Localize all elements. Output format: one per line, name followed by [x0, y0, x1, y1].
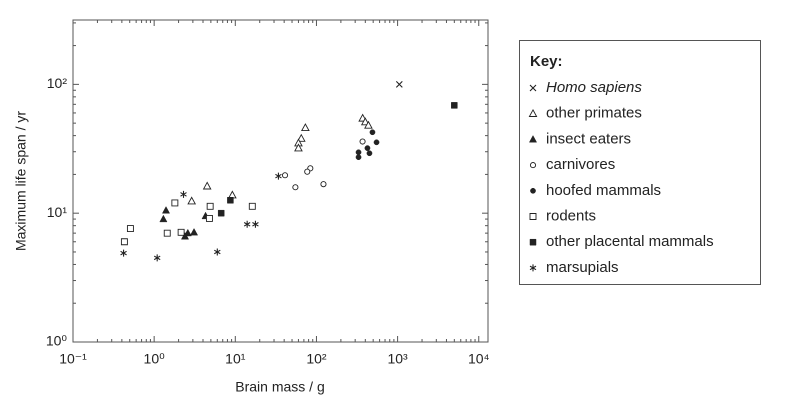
- x-tick-label: 10⁴: [468, 351, 490, 367]
- legend-label: marsupials: [546, 259, 619, 276]
- point: [292, 184, 299, 191]
- point: [275, 172, 282, 180]
- point: [163, 229, 171, 237]
- point: [355, 149, 362, 156]
- point: [296, 133, 306, 142]
- point: [159, 214, 168, 223]
- point: [301, 123, 310, 132]
- point: [364, 145, 371, 151]
- point: [205, 215, 213, 222]
- point: [161, 206, 171, 214]
- point: [180, 190, 187, 198]
- point: [126, 225, 134, 232]
- point: [214, 248, 221, 256]
- point: [243, 220, 251, 228]
- point: [355, 154, 362, 160]
- legend-label: other primates: [546, 105, 642, 122]
- point: [294, 143, 303, 152]
- point: [190, 228, 199, 236]
- y-tick-label: 10¹: [47, 204, 68, 220]
- point: [320, 181, 327, 188]
- legend-label: Homo sapiens: [546, 79, 642, 96]
- point: [252, 220, 259, 228]
- point: [451, 102, 458, 109]
- point: [120, 249, 127, 257]
- point: [187, 196, 197, 205]
- legend-label: other placental mammals: [546, 233, 714, 250]
- point: [120, 238, 128, 246]
- legend-marker: [528, 108, 538, 117]
- legend-marker: [529, 213, 537, 220]
- y-axis-label: Maximum life span / yr: [13, 111, 29, 251]
- point: [281, 172, 289, 179]
- point: [153, 254, 161, 262]
- point: [228, 190, 237, 199]
- point: [180, 232, 190, 240]
- point: [395, 80, 403, 88]
- x-tick-label: 10⁻¹: [59, 351, 87, 367]
- legend-label: hoofed mammals: [546, 182, 661, 199]
- legend-marker: [529, 238, 537, 246]
- point: [304, 168, 311, 175]
- point: [177, 228, 185, 236]
- y-tick-label: 10²: [47, 75, 68, 91]
- x-tick-label: 10³: [387, 351, 408, 367]
- point: [217, 209, 225, 217]
- point: [359, 138, 366, 145]
- point: [366, 150, 373, 157]
- y-tick-label: 10⁰: [46, 333, 68, 349]
- plot-frame: [72, 19, 489, 343]
- x-tick-label: 10¹: [225, 351, 246, 367]
- legend-box: [519, 40, 761, 285]
- legend-label: carnivores: [546, 156, 615, 173]
- legend-marker: [530, 188, 536, 194]
- legend-label: insect eaters: [546, 130, 631, 147]
- x-axis-label: Brain mass / g: [235, 379, 324, 395]
- point: [202, 181, 212, 190]
- point: [248, 202, 256, 210]
- legend-marker: [528, 135, 538, 143]
- legend-marker: [529, 162, 537, 169]
- point: [227, 197, 234, 204]
- point: [373, 139, 380, 146]
- x-tick-label: 10²: [306, 351, 327, 367]
- legend-marker: [529, 264, 537, 272]
- point: [171, 199, 179, 207]
- point: [364, 120, 373, 129]
- legend-marker: [529, 84, 537, 92]
- legend-label: rodents: [546, 207, 596, 224]
- point: [206, 202, 214, 210]
- x-tick-label: 10⁰: [144, 351, 166, 367]
- point: [369, 129, 376, 136]
- legend-title: Key:: [530, 53, 563, 70]
